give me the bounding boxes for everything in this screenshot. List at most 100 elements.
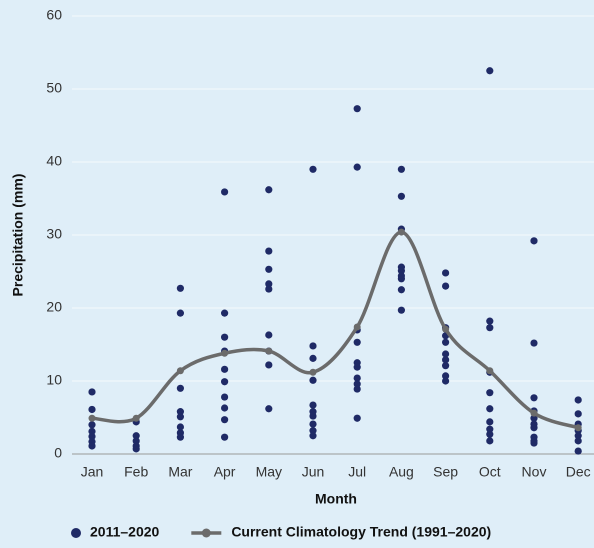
data-point bbox=[442, 377, 450, 385]
trend-marker bbox=[574, 424, 582, 432]
x-axis-label: Month bbox=[315, 491, 357, 507]
data-point bbox=[353, 163, 361, 171]
data-point bbox=[486, 317, 494, 325]
x-tick-label: Jun bbox=[302, 464, 325, 480]
data-point bbox=[574, 396, 582, 404]
data-point bbox=[353, 414, 361, 422]
data-point bbox=[88, 405, 96, 414]
y-tick-label: 60 bbox=[46, 7, 62, 23]
data-point bbox=[221, 309, 229, 317]
data-point bbox=[265, 265, 273, 273]
data-point bbox=[88, 442, 96, 450]
data-point bbox=[309, 432, 317, 440]
data-point bbox=[309, 376, 317, 384]
data-point bbox=[265, 247, 273, 255]
data-point bbox=[309, 420, 317, 428]
data-point bbox=[88, 421, 96, 429]
data-point bbox=[486, 425, 494, 433]
x-tick-label: Nov bbox=[522, 464, 547, 480]
data-point bbox=[221, 433, 229, 441]
data-point bbox=[486, 324, 494, 332]
trend-marker bbox=[176, 367, 184, 375]
data-point bbox=[176, 384, 184, 392]
data-point bbox=[442, 269, 450, 277]
data-point bbox=[176, 309, 184, 317]
data-point bbox=[353, 380, 361, 388]
data-point bbox=[530, 439, 538, 447]
data-point bbox=[530, 414, 538, 422]
data-point bbox=[486, 67, 494, 75]
data-point bbox=[88, 432, 96, 441]
data-point bbox=[221, 365, 229, 373]
y-tick-label: 50 bbox=[46, 80, 62, 96]
data-point bbox=[530, 237, 538, 245]
y-tick-label: 30 bbox=[46, 226, 62, 242]
data-point bbox=[309, 427, 317, 435]
legend-label: Current Climatology Trend (1991–2020) bbox=[231, 524, 491, 540]
data-point bbox=[88, 427, 96, 435]
y-tick-label: 10 bbox=[46, 372, 62, 388]
data-point bbox=[265, 280, 273, 288]
data-point bbox=[530, 424, 538, 432]
data-point bbox=[397, 192, 405, 200]
data-point bbox=[486, 418, 494, 426]
data-point bbox=[397, 267, 405, 275]
y-tick-label: 40 bbox=[46, 153, 62, 169]
data-point bbox=[397, 165, 405, 173]
data-point bbox=[221, 333, 229, 341]
data-point bbox=[176, 413, 184, 421]
trend-marker bbox=[88, 414, 96, 422]
data-point bbox=[88, 388, 96, 396]
data-point bbox=[265, 186, 273, 194]
data-point bbox=[265, 331, 273, 339]
trend-marker bbox=[265, 347, 273, 355]
data-point bbox=[574, 437, 582, 445]
x-tick-label: May bbox=[256, 464, 282, 480]
data-point bbox=[132, 437, 140, 445]
data-point bbox=[132, 445, 140, 453]
data-point bbox=[221, 378, 229, 386]
trend-marker bbox=[397, 228, 405, 236]
data-point bbox=[176, 423, 184, 431]
trend-marker bbox=[132, 414, 140, 422]
data-point bbox=[442, 356, 450, 364]
data-point bbox=[176, 284, 184, 292]
data-point bbox=[176, 433, 184, 441]
y-tick-label: 0 bbox=[54, 445, 62, 461]
x-tick-label: Oct bbox=[479, 464, 501, 480]
data-point bbox=[442, 350, 450, 358]
data-point bbox=[574, 447, 582, 455]
data-point bbox=[353, 374, 361, 382]
y-tick-label: 20 bbox=[46, 299, 62, 315]
data-point bbox=[486, 437, 494, 445]
data-point bbox=[176, 408, 184, 416]
data-point bbox=[353, 338, 361, 346]
data-point bbox=[221, 416, 229, 424]
data-point bbox=[486, 389, 494, 397]
data-point bbox=[265, 405, 273, 413]
x-tick-label: Jan bbox=[81, 464, 104, 480]
data-point bbox=[221, 393, 229, 401]
x-tick-label: Aug bbox=[389, 464, 414, 480]
x-tick-label: Dec bbox=[566, 464, 591, 480]
data-point bbox=[397, 275, 405, 283]
data-point bbox=[530, 339, 538, 347]
data-point bbox=[132, 432, 140, 440]
legend-marker bbox=[201, 528, 211, 538]
trend-marker bbox=[353, 323, 361, 331]
data-point bbox=[442, 282, 450, 290]
trend-line bbox=[91, 230, 579, 430]
data-point bbox=[309, 165, 317, 173]
data-point bbox=[309, 342, 317, 350]
data-point bbox=[309, 412, 317, 420]
trend-marker bbox=[486, 367, 494, 375]
data-point bbox=[530, 394, 538, 402]
data-point bbox=[442, 372, 450, 380]
x-tick-label: Apr bbox=[214, 464, 236, 480]
data-point bbox=[309, 401, 317, 409]
data-point bbox=[486, 405, 494, 413]
x-tick-label: Mar bbox=[168, 464, 192, 480]
data-point bbox=[442, 362, 450, 370]
data-point bbox=[309, 354, 317, 362]
